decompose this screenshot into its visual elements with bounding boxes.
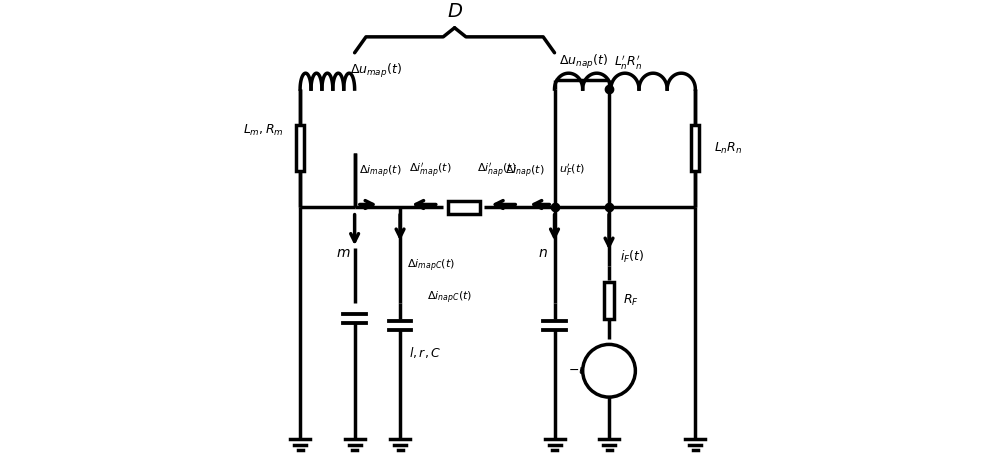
Bar xyxy=(691,125,699,171)
Text: $i_F(t)$: $i_F(t)$ xyxy=(620,249,645,265)
Text: $\Delta i_{napC}(t)$: $\Delta i_{napC}(t)$ xyxy=(427,290,473,306)
Text: $L_n'R_n'$: $L_n'R_n'$ xyxy=(614,53,642,71)
Circle shape xyxy=(583,344,635,397)
Text: $\Delta u_{nap}(t)$: $\Delta u_{nap}(t)$ xyxy=(559,53,608,71)
Text: $L_nR_n$: $L_nR_n$ xyxy=(714,141,742,156)
Text: $\Delta i_{map}'(t)$: $\Delta i_{map}'(t)$ xyxy=(409,161,452,180)
Text: $\Delta i_{nap}'(t)$: $\Delta i_{nap}'(t)$ xyxy=(477,161,517,180)
Bar xyxy=(448,201,480,213)
Text: $-u_F(t)$: $-u_F(t)$ xyxy=(568,363,608,379)
Bar xyxy=(296,125,304,171)
Text: $m$: $m$ xyxy=(336,246,351,260)
Text: $R_F$: $R_F$ xyxy=(623,293,638,308)
Bar xyxy=(604,282,614,319)
Text: $n$: $n$ xyxy=(538,246,548,260)
Text: $\Delta i_{nap}(t)$: $\Delta i_{nap}(t)$ xyxy=(505,163,544,180)
Text: $\Delta i_{mapC}(t)$: $\Delta i_{mapC}(t)$ xyxy=(407,258,455,275)
Text: $\Delta u_{map}(t)$: $\Delta u_{map}(t)$ xyxy=(350,62,402,80)
Text: $\Delta i_{map}(t)$: $\Delta i_{map}(t)$ xyxy=(359,163,402,180)
Text: $L_m, R_m$: $L_m, R_m$ xyxy=(243,122,284,138)
Text: $l, r, C$: $l, r, C$ xyxy=(409,345,441,360)
Text: $D$: $D$ xyxy=(447,2,463,21)
Text: $u_F'(t)$: $u_F'(t)$ xyxy=(559,162,585,178)
